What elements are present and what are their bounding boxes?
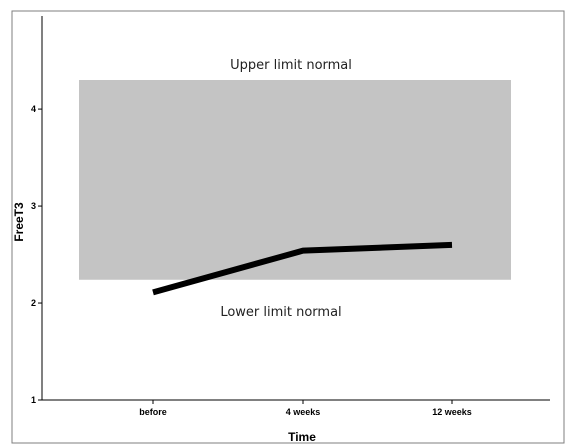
- x-tick-label: before: [139, 407, 167, 417]
- x-tick-label: 4 weeks: [286, 407, 321, 417]
- y-axis-title: FreeT3: [12, 202, 26, 242]
- x-axis-title: Time: [288, 430, 316, 444]
- x-tick-label: 12 weeks: [432, 407, 472, 417]
- chart-frame: [11, 10, 565, 444]
- upper-limit-label: Upper limit normal: [230, 58, 352, 73]
- y-tick-label: 3: [31, 201, 36, 211]
- y-tick-label: 1: [31, 395, 36, 405]
- y-tick-label: 4: [31, 104, 36, 114]
- lower-limit-label: Lower limit normal: [220, 305, 341, 320]
- y-tick-label: 2: [31, 298, 36, 308]
